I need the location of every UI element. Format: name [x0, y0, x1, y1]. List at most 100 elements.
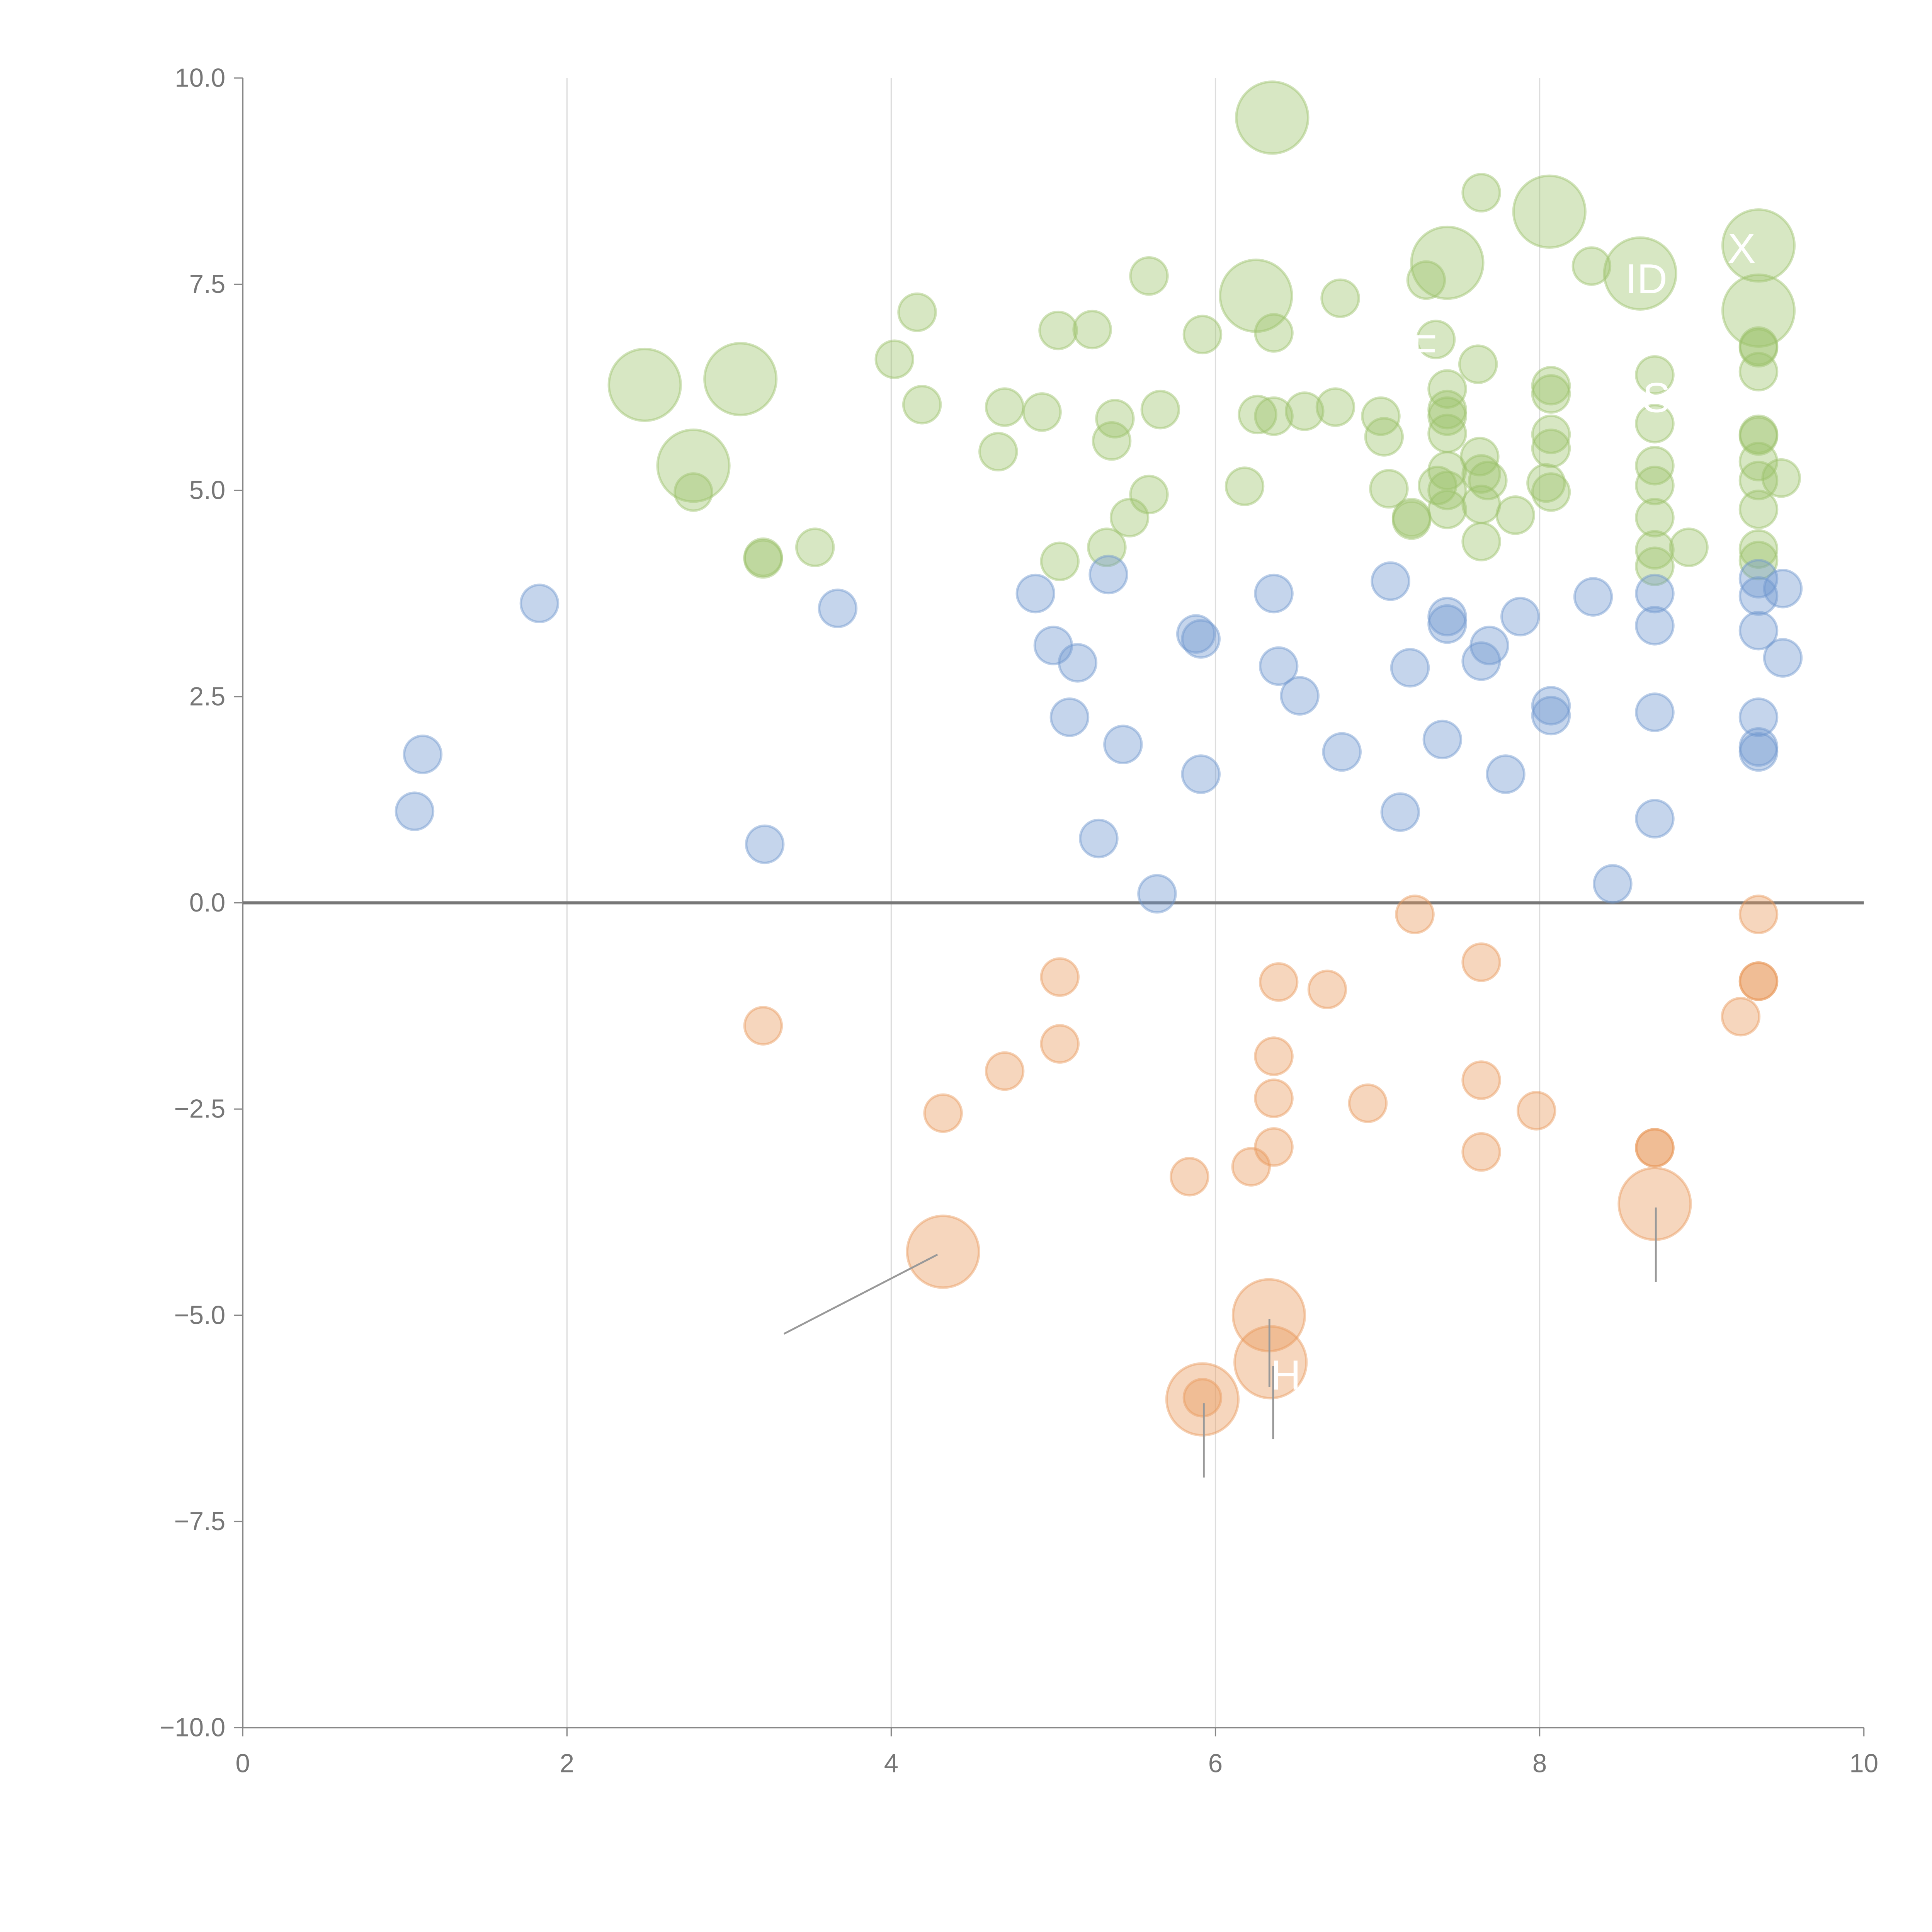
data-point-positive-low: [1049, 697, 1090, 737]
data-point-positive-low: [1280, 676, 1320, 716]
data-point-positive-low: [1738, 732, 1779, 772]
y-tick-label: 2.5: [189, 682, 226, 711]
data-point-positive-high: [1531, 472, 1571, 512]
data-point-positive-high: [1738, 490, 1779, 529]
data-point-positive-high: [656, 429, 731, 503]
annotation-label: F: [1411, 327, 1437, 374]
data-point-positive-high: [607, 347, 682, 422]
data-point-positive-high: [1460, 437, 1500, 476]
data-point-positive-low: [1427, 604, 1467, 644]
data-point-positive-low: [1058, 643, 1098, 683]
x-tick-label: 8: [1532, 1749, 1547, 1778]
data-point-negative: [906, 1214, 980, 1289]
y-tick-label: 10.0: [175, 63, 225, 92]
data-point-positive-high: [1361, 396, 1401, 436]
data-point-negative: [1254, 1078, 1294, 1118]
data-point-positive-high: [1761, 458, 1801, 498]
data-point-positive-high: [978, 432, 1018, 472]
data-point-positive-low: [1763, 638, 1803, 678]
annotation-leader-lines: [783, 1208, 1657, 1478]
data-point-positive-low: [1254, 573, 1294, 614]
data-point-negative: [1231, 1147, 1271, 1187]
x-tick-label: 2: [560, 1749, 574, 1778]
data-point-positive-high: [1427, 396, 1467, 436]
data-point-positive-high: [1369, 469, 1409, 509]
data-point-negative: [1165, 1362, 1240, 1437]
data-point-positive-high: [1721, 208, 1796, 283]
data-point-positive-high: [1182, 315, 1223, 355]
x-tick-label: 0: [235, 1749, 250, 1778]
data-point-positive-high: [1738, 326, 1779, 366]
data-point-positive-high: [1721, 273, 1796, 348]
x-tick-label: 4: [884, 1749, 898, 1778]
data-point-positive-high: [985, 387, 1025, 427]
data-point-positive-high: [1571, 246, 1612, 286]
data-point-positive-high: [1235, 80, 1310, 155]
data-point-positive-low: [1461, 641, 1501, 681]
data-point-positive-high: [1391, 500, 1432, 540]
data-point-positive-low: [1088, 554, 1128, 595]
data-point-positive-high: [897, 292, 937, 332]
data-point-positive-high: [1129, 474, 1169, 515]
data-point-positive-low: [1573, 577, 1613, 617]
data-point-positive-high: [1364, 417, 1404, 457]
data-point-positive-high: [1109, 498, 1150, 537]
y-tick-label: 0.0: [189, 888, 226, 917]
y-tick-label: −2.5: [174, 1095, 225, 1124]
data-point-positive-high: [1087, 527, 1127, 567]
data-point-positive-high: [1092, 421, 1132, 461]
data-point-negative: [1040, 957, 1080, 997]
data-point-positive-high: [1254, 396, 1294, 436]
data-point-positive-high: [743, 537, 783, 577]
data-point-positive-high: [1461, 522, 1501, 561]
data-point-positive-high: [1461, 454, 1501, 494]
data-point-positive-high: [1418, 466, 1458, 505]
data-point-positive-high: [1427, 389, 1467, 430]
data-point-negative: [1635, 1128, 1675, 1168]
data-point-positive-high: [1095, 399, 1135, 439]
data-point-positive-high: [1635, 404, 1675, 444]
x-tick-label: 10: [1849, 1749, 1878, 1778]
data-point-positive-high: [1635, 498, 1675, 537]
y-tick-label: 5.0: [189, 476, 226, 505]
data-point-positive-high: [1427, 451, 1467, 491]
data-point-positive-low: [1635, 799, 1675, 839]
data-point-negative: [1617, 1167, 1692, 1241]
data-point-positive-high: [1461, 173, 1501, 213]
data-point-positive-high: [1738, 541, 1779, 580]
data-point-positive-high: [1531, 366, 1571, 406]
data-point-negative: [1254, 1127, 1294, 1167]
data-point-positive-high: [1531, 414, 1571, 454]
data-point-negative: [1738, 895, 1779, 934]
axes: 0 2 4 6 8 10 10.0 7.5 5.0 2.5 0.0 −2.5 −5.0 −7.5 −10.0: [160, 63, 1878, 1778]
annotation-label: SO: [1642, 374, 1703, 422]
data-point-positive-low: [1259, 646, 1299, 686]
data-point-positive-low: [1763, 568, 1803, 609]
data-point-positive-low: [1033, 626, 1073, 665]
data-point-positive-high: [1038, 310, 1078, 350]
data-point-positive-high: [1416, 320, 1456, 359]
data-point-negative: [1040, 1024, 1080, 1064]
data-point-positive-low: [1181, 754, 1221, 794]
data-point-positive-high: [1225, 466, 1265, 506]
data-point-negative: [1461, 1132, 1501, 1172]
data-point-negative: [1307, 969, 1347, 1009]
data-point-positive-high: [1072, 310, 1112, 350]
data-point-negative: [1461, 1060, 1501, 1100]
data-point-positive-low: [1371, 561, 1410, 601]
data-point-positive-low: [1181, 619, 1221, 659]
data-point-negative: [1461, 942, 1501, 982]
x-tick-label: 6: [1208, 1749, 1223, 1778]
data-point-positive-low: [1176, 614, 1216, 654]
annotation-label: X: [1728, 225, 1756, 272]
data-point-positive-low: [1322, 732, 1362, 772]
data-point-positive-low: [1137, 874, 1177, 914]
data-point-positive-low: [1103, 724, 1143, 764]
annotation-label: ID: [1625, 255, 1667, 303]
data-point-positive-high: [1219, 259, 1293, 333]
data-point-positive-low: [1738, 727, 1779, 767]
data-point-positive-low: [1500, 597, 1540, 637]
data-point-positive-low: [519, 583, 560, 623]
data-point-positive-low: [1390, 648, 1430, 688]
data-point-negative: [1738, 961, 1779, 1001]
